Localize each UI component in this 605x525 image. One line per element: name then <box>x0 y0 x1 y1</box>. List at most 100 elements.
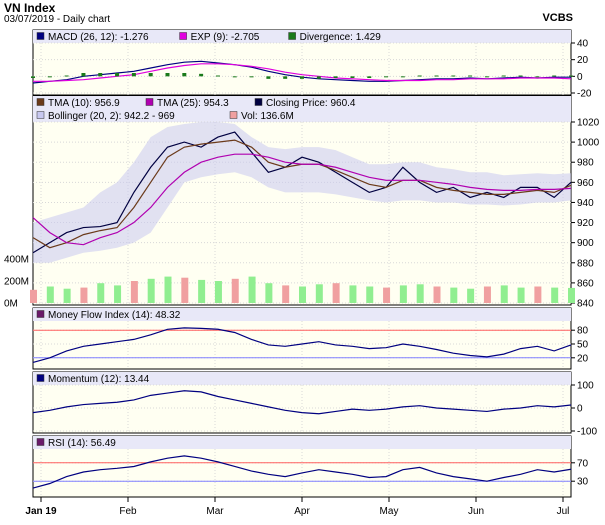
divergence-bar <box>148 73 153 77</box>
volume-bar <box>248 276 256 303</box>
divergence-bar <box>468 75 473 77</box>
momentum-panel-tick-label: 0 <box>577 404 583 415</box>
mfi-panel-tick-label: 80 <box>577 326 589 337</box>
divergence-bar <box>215 75 220 77</box>
divergence-bar <box>165 73 170 77</box>
x-tick-label: Jul <box>557 506 570 517</box>
price-panel-legend-label: Closing Price: 960.4 <box>266 98 356 109</box>
macd-panel-legend-swatch <box>36 32 45 40</box>
divergence-bar <box>47 76 52 78</box>
price-panel-legend-swatch <box>145 98 154 106</box>
macd-panel-legend-label: EXP (9): -2.705 <box>191 32 260 43</box>
volume-bar <box>433 286 441 303</box>
divergence-bar <box>518 75 523 77</box>
price-panel-legend-label: Bollinger (20, 2): 942.2 - 969 <box>48 111 175 122</box>
divergence-bar <box>434 75 439 77</box>
x-tick-label: Jun <box>468 506 484 517</box>
volume-bar <box>30 289 37 303</box>
divergence-bar <box>199 73 204 77</box>
volume-tick-label: 400M <box>4 255 29 266</box>
chart-title: VN Index <box>4 1 56 15</box>
volume-bar <box>198 279 206 303</box>
mfi-panel-tick-label: 50 <box>577 340 589 351</box>
divergence-bar <box>367 76 372 78</box>
price-panel-legend-band <box>33 96 571 122</box>
x-tick-label: Jan 19 <box>25 506 57 517</box>
volume-bar <box>265 283 273 303</box>
price-panel-tick-label: 920 <box>577 218 594 229</box>
mfi-line <box>32 327 572 363</box>
volume-bar <box>130 281 138 303</box>
volume-bar <box>231 278 239 303</box>
volume-bar <box>97 283 105 303</box>
divergence-bar <box>249 76 254 78</box>
rsi-panel-tick-label: 70 <box>577 458 589 469</box>
divergence-bar <box>300 76 304 79</box>
exp-line <box>33 63 572 82</box>
momentum-panel-legend-band <box>33 372 571 385</box>
divergence-bar <box>535 76 540 78</box>
volume-bar <box>416 284 424 303</box>
volume-bar <box>349 285 357 303</box>
volume-bar <box>517 287 525 303</box>
macd-panel-legend-label: Divergence: 1.429 <box>300 32 382 43</box>
divergence-bar <box>232 76 237 78</box>
volume-bar <box>282 285 290 303</box>
volume-bar <box>483 286 491 303</box>
rsi-panel-tick-label: 30 <box>577 477 589 488</box>
divergence-bar <box>283 76 288 79</box>
price-panel-tick-label: 940 <box>577 198 594 209</box>
rsi-line <box>32 455 572 489</box>
momentum-panel-legend-label: Momentum (12): 13.44 <box>48 374 150 385</box>
price-panel-legend-swatch <box>254 98 263 106</box>
price-panel-tick-label: 980 <box>577 158 594 169</box>
divergence-bar <box>182 73 187 77</box>
volume-bar <box>80 287 88 303</box>
volume-tick-label: 200M <box>4 277 29 288</box>
volume-bar <box>383 287 391 303</box>
price-panel-legend-label: Vol: 136.6M <box>241 111 294 122</box>
volume-bar <box>366 286 374 303</box>
price-panel-tick-label: 840 <box>577 299 594 310</box>
volume-bar <box>147 278 155 303</box>
volume-bar <box>114 285 122 303</box>
divergence-bar <box>31 76 35 78</box>
macd-panel-tick-label: -20 <box>577 89 592 100</box>
divergence-bar <box>501 75 506 77</box>
price-panel-tick-label: 900 <box>577 238 594 249</box>
volume-bar <box>332 283 340 303</box>
price-panel-legend-label: TMA (10): 956.9 <box>48 98 120 109</box>
price-panel-legend-swatch <box>229 111 238 119</box>
divergence-bar <box>350 76 355 78</box>
price-panel-tick-label: 1020 <box>577 118 600 129</box>
rsi-panel-legend-band <box>33 436 571 449</box>
price-panel-legend-swatch <box>36 111 45 119</box>
divergence-bar <box>266 76 271 79</box>
volume-bar <box>46 286 54 303</box>
mfi-panel-legend-label: Money Flow Index (14): 48.32 <box>48 310 181 321</box>
macd-panel-tick-label: 40 <box>577 39 589 50</box>
divergence-bar <box>400 76 405 78</box>
volume-bar <box>551 287 559 303</box>
volume-bar <box>467 288 475 303</box>
rsi-panel-legend-label: RSI (14): 56.49 <box>48 438 116 449</box>
macd-panel-legend-swatch <box>179 32 187 40</box>
volume-bar <box>450 287 458 303</box>
divergence-bar <box>384 76 389 78</box>
price-panel-tick-label: 960 <box>577 178 594 189</box>
divergence-bar <box>131 73 136 77</box>
x-tick-label: Mar <box>206 506 224 517</box>
volume-bar <box>299 286 306 303</box>
volume-bar <box>315 284 323 303</box>
mfi-panel-legend-swatch <box>36 310 45 318</box>
momentum-panel-tick-label: -100 <box>577 427 597 438</box>
volume-bar <box>63 288 71 303</box>
x-tick-label: Feb <box>119 506 137 517</box>
mfi-panel-tick-label: 20 <box>577 353 589 364</box>
price-panel-tick-label: 860 <box>577 278 594 289</box>
price-panel-legend-swatch <box>36 98 45 106</box>
volume-bar <box>164 276 172 303</box>
mfi-panel-legend-band <box>33 308 571 321</box>
divergence-bar <box>115 73 120 77</box>
